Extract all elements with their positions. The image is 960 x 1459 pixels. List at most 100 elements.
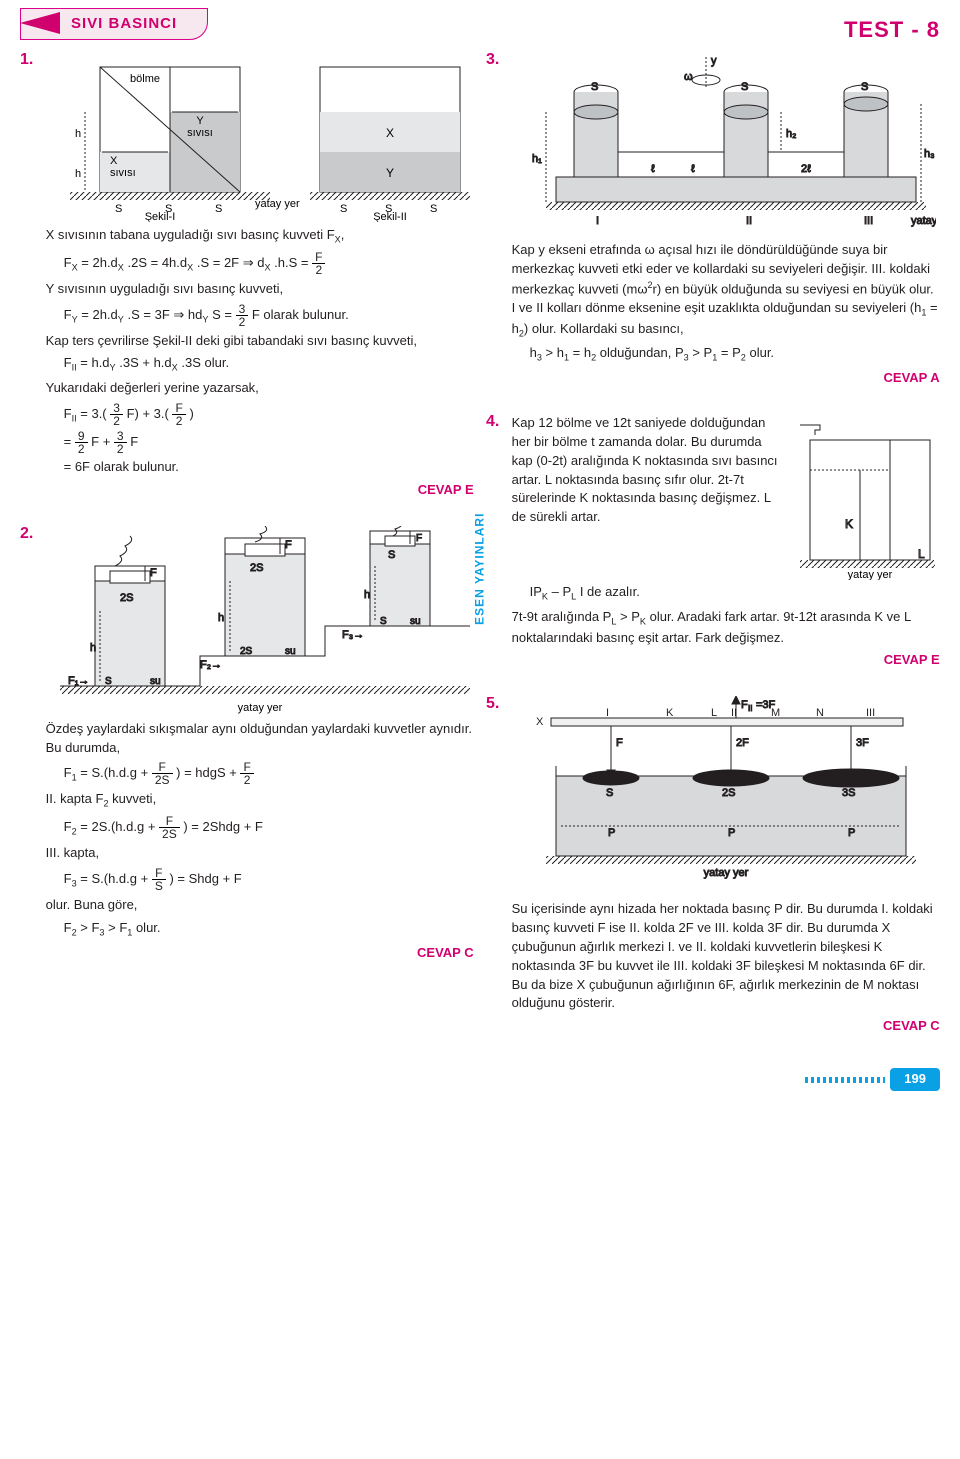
svg-text:S: S bbox=[861, 81, 868, 93]
svg-text:X: X bbox=[110, 155, 118, 167]
q1-figure: bölme Y sıvısı X sıvısı S S S Şekil-I h h y… bbox=[50, 52, 470, 222]
svg-text:III: III bbox=[864, 215, 873, 227]
q2-figure: F 2S h F₁→Ssu F 2S h F₂→2Ss bbox=[50, 526, 470, 716]
svg-text:F: F bbox=[616, 737, 623, 749]
svg-text:yatay yer: yatay yer bbox=[237, 702, 282, 714]
q3-figure: y ω SSS bbox=[516, 52, 936, 237]
svg-text:h₁: h₁ bbox=[532, 153, 542, 165]
svg-text:2S: 2S bbox=[250, 562, 263, 574]
svg-text:=3F: =3F bbox=[756, 699, 776, 711]
q4-figure: K L yatay yer bbox=[790, 410, 940, 580]
svg-text:S: S bbox=[606, 787, 613, 799]
q4: 4. Kap 12 bölme ve 12t saniyede dolduğun… bbox=[486, 410, 940, 674]
q2: 2. bbox=[20, 522, 474, 967]
svg-text:S: S bbox=[591, 81, 598, 93]
svg-text:h: h bbox=[75, 168, 81, 180]
q1-answer: CEVAP E bbox=[418, 482, 474, 497]
svg-text:S: S bbox=[741, 81, 748, 93]
svg-text:Şekil-I: Şekil-I bbox=[144, 211, 175, 222]
q3-answer: CEVAP A bbox=[884, 370, 940, 385]
svg-text:L: L bbox=[711, 707, 717, 719]
columns: 1. bbox=[20, 48, 940, 1058]
svg-text:2S: 2S bbox=[240, 646, 253, 657]
svg-text:yatay: yatay bbox=[911, 215, 936, 227]
svg-text:2S: 2S bbox=[120, 592, 133, 604]
svg-text:K: K bbox=[845, 517, 853, 531]
svg-text:h: h bbox=[90, 642, 96, 654]
q1-number: 1. bbox=[20, 48, 42, 71]
q3: 3. y ω bbox=[486, 48, 940, 392]
svg-text:II: II bbox=[748, 704, 752, 713]
svg-text:yatay yer: yatay yer bbox=[703, 867, 748, 879]
q1-p2: Y sıvısının uyguladığı sıvı basınç kuvve… bbox=[46, 280, 474, 299]
svg-text:F: F bbox=[741, 699, 748, 711]
page-number: 199 bbox=[890, 1068, 940, 1091]
topic-tab: SIVI BASINCI bbox=[20, 8, 208, 40]
svg-text:S: S bbox=[380, 616, 387, 627]
svg-text:su: su bbox=[410, 616, 421, 627]
svg-text:ℓ: ℓ bbox=[651, 163, 655, 175]
svg-text:P: P bbox=[848, 827, 855, 839]
svg-text:I: I bbox=[606, 707, 609, 719]
svg-text:h: h bbox=[364, 589, 370, 601]
svg-text:L: L bbox=[918, 547, 925, 561]
svg-text:N: N bbox=[816, 707, 824, 719]
q4-p3: 7t-9t aralığında P bbox=[512, 609, 612, 624]
page-footer: 199 bbox=[20, 1068, 940, 1091]
svg-text:S: S bbox=[430, 203, 437, 215]
svg-text:P: P bbox=[728, 827, 735, 839]
q2-answer: CEVAP C bbox=[417, 945, 474, 960]
svg-text:sıvısı: sıvısı bbox=[110, 167, 136, 179]
svg-text:F: F bbox=[150, 567, 157, 579]
svg-text:h₃: h₃ bbox=[924, 148, 935, 160]
svg-text:2S: 2S bbox=[722, 787, 735, 799]
header: SIVI BASINCI TEST - 8 bbox=[20, 8, 940, 44]
svg-text:S: S bbox=[115, 203, 122, 215]
q2-number: 2. bbox=[20, 522, 42, 545]
svg-text:F: F bbox=[416, 533, 422, 544]
q1: 1. bbox=[20, 48, 474, 504]
svg-text:y: y bbox=[711, 55, 717, 67]
svg-text:X: X bbox=[536, 716, 544, 728]
q5-number: 5. bbox=[486, 692, 508, 715]
svg-text:III: III bbox=[866, 707, 875, 719]
q1-eq6: = 6F olarak bulunur. bbox=[64, 458, 474, 477]
page: SIVI BASINCI TEST - 8 1. bbox=[0, 0, 960, 1111]
svg-text:2F: 2F bbox=[736, 737, 749, 749]
q5-answer: CEVAP C bbox=[883, 1018, 940, 1033]
svg-text:S: S bbox=[215, 203, 222, 215]
col-right: 3. y ω bbox=[486, 48, 940, 1058]
q1-p4: Yukarıdaki değerleri yerine yazarsak, bbox=[46, 379, 474, 398]
svg-text:S: S bbox=[340, 203, 347, 215]
svg-text:bölme: bölme bbox=[130, 73, 160, 85]
svg-text:Y: Y bbox=[196, 115, 204, 127]
q1-p3: Kap ters çevrilirse Şekil-II deki gibi t… bbox=[46, 332, 474, 351]
svg-text:X: X bbox=[386, 126, 394, 140]
svg-text:3S: 3S bbox=[842, 787, 855, 799]
svg-text:su: su bbox=[285, 646, 296, 657]
q3-number: 3. bbox=[486, 48, 508, 71]
svg-text:h: h bbox=[75, 128, 81, 140]
q1-p1: X sıvısının tabana uyguladığı sıvı basın… bbox=[46, 227, 335, 242]
q4-answer: CEVAP E bbox=[884, 652, 940, 667]
test-number: TEST - 8 bbox=[844, 14, 940, 46]
svg-text:su: su bbox=[150, 676, 161, 687]
svg-text:K: K bbox=[666, 707, 674, 719]
svg-text:ℓ: ℓ bbox=[691, 163, 695, 175]
q4-number: 4. bbox=[486, 410, 508, 433]
svg-text:F₁→: F₁→ bbox=[68, 675, 89, 687]
svg-text:P: P bbox=[608, 827, 615, 839]
svg-text:Y: Y bbox=[386, 166, 394, 180]
svg-text:yatay yer: yatay yer bbox=[847, 569, 892, 580]
svg-text:F: F bbox=[285, 539, 292, 551]
svg-text:sıvısı: sıvısı bbox=[187, 127, 213, 139]
svg-text:S: S bbox=[105, 676, 112, 687]
svg-text:3F: 3F bbox=[856, 737, 869, 749]
q2-p1: Özdeş yaylardaki sıkışmalar aynı olduğun… bbox=[46, 720, 474, 758]
svg-text:F₃→: F₃→ bbox=[342, 629, 364, 641]
q4-p1: Kap 12 bölme ve 12t saniyede dolduğundan… bbox=[512, 414, 782, 527]
footer-bar bbox=[805, 1077, 885, 1083]
col-left: 1. bbox=[20, 48, 474, 1058]
svg-text:yatay yer: yatay yer bbox=[255, 198, 300, 210]
svg-text:h₂: h₂ bbox=[786, 128, 796, 140]
